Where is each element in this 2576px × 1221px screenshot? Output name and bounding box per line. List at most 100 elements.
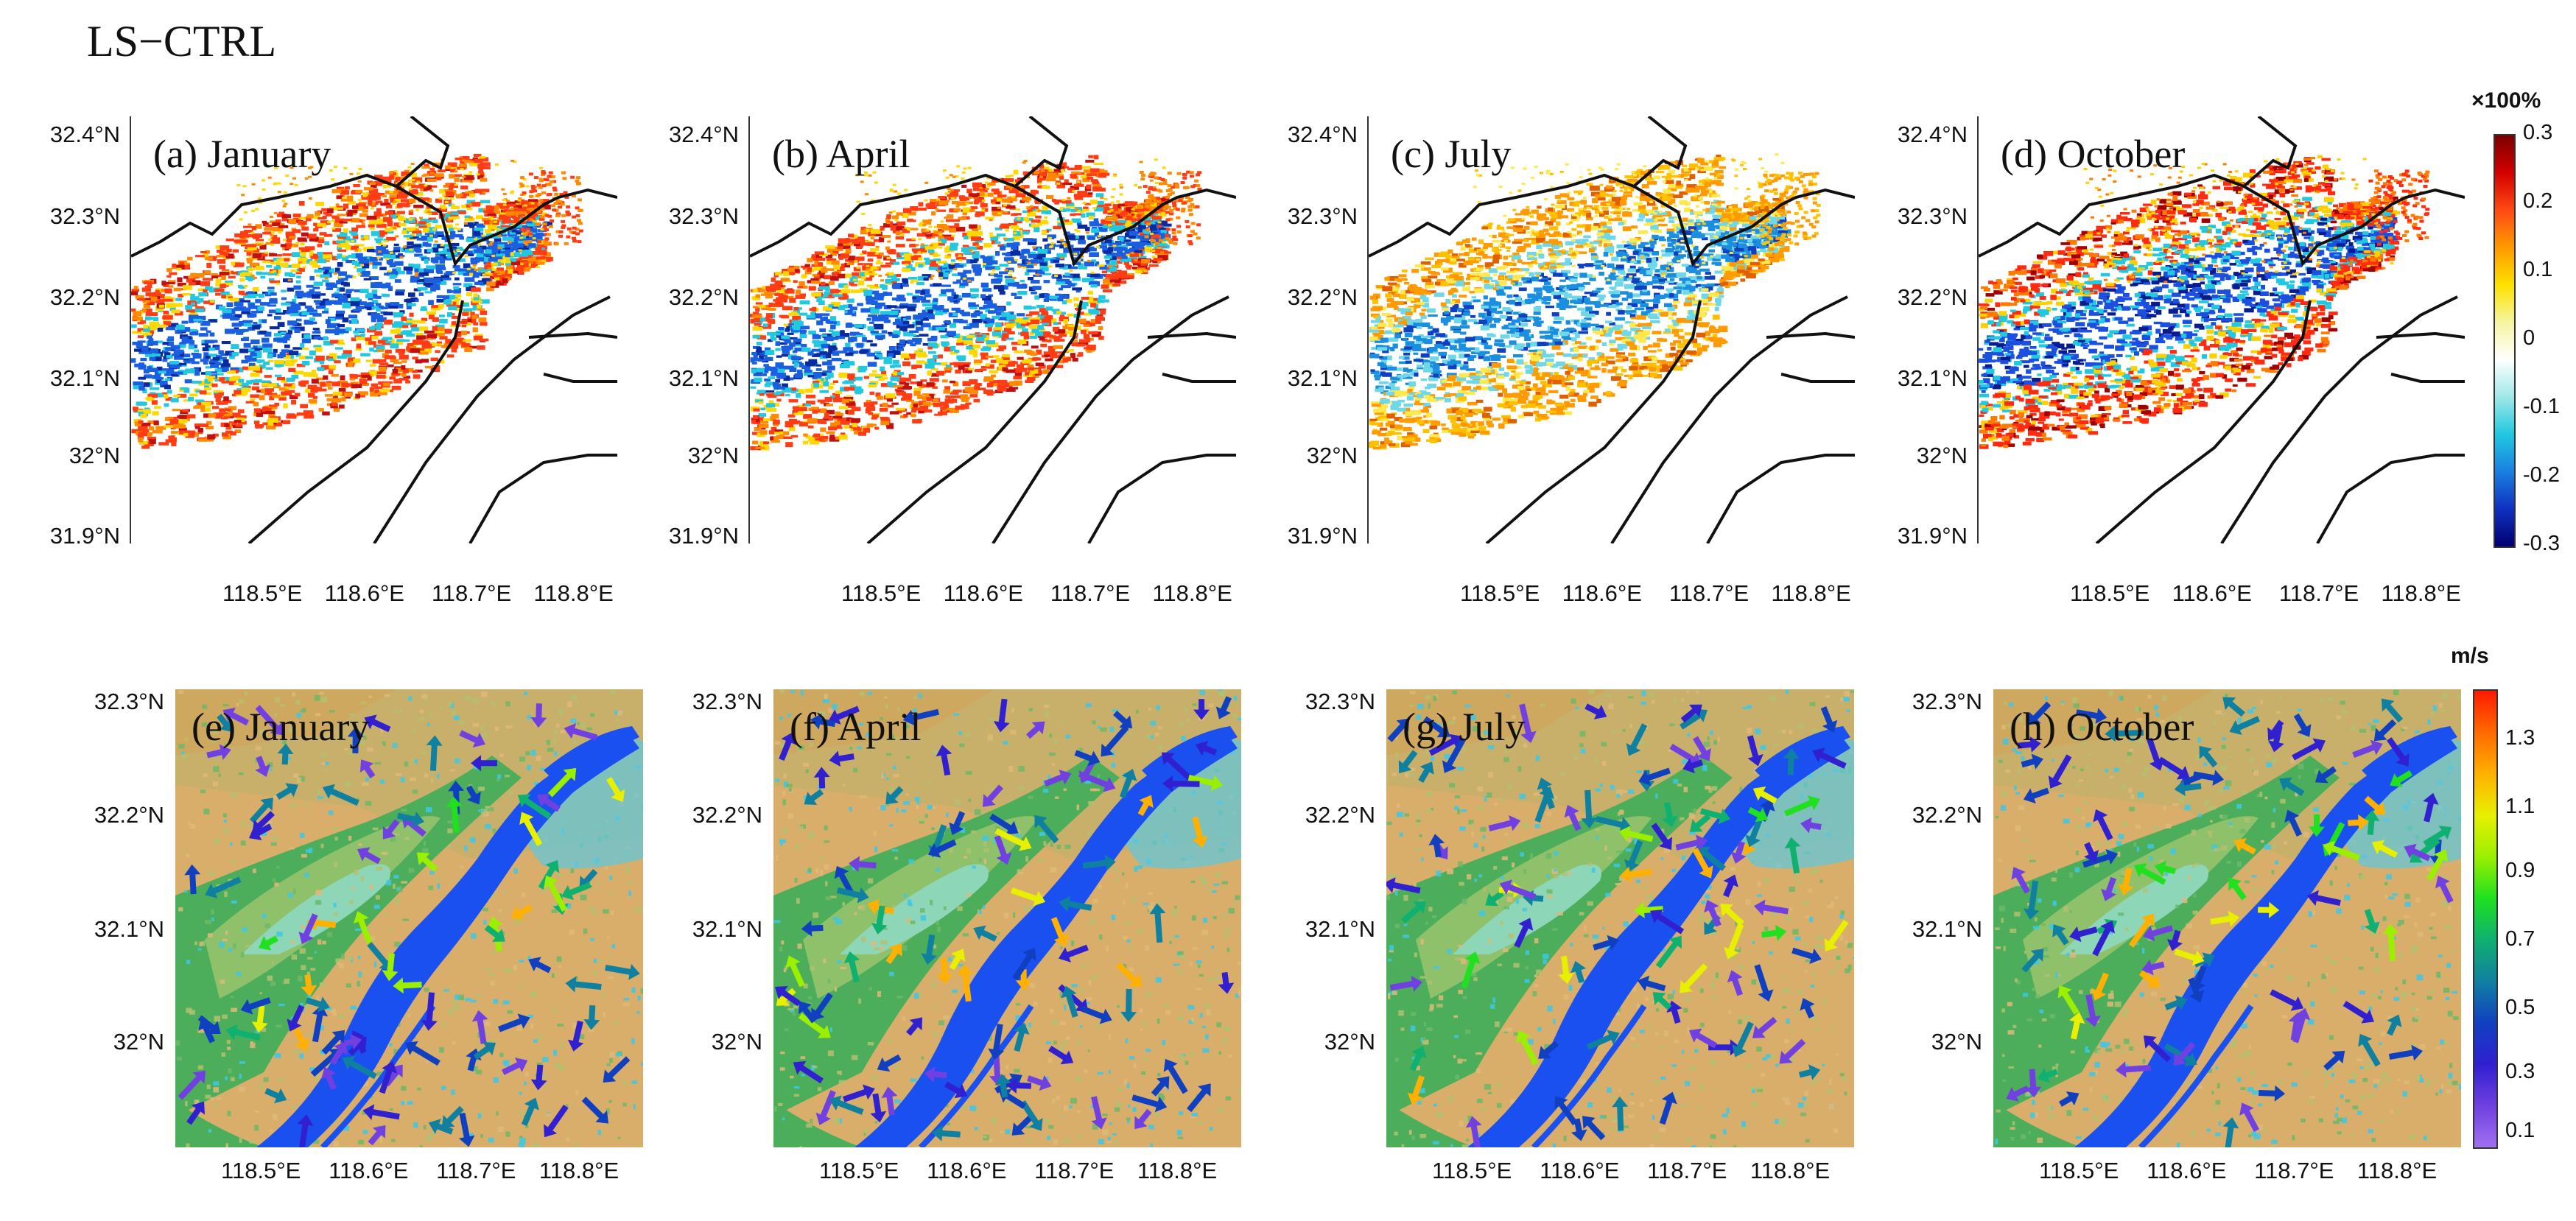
bottom-y-tick: 32.2°N [1912,802,1982,828]
bottom-map [1386,689,1854,1147]
bottom-y-tick: 32°N [1931,1029,1982,1055]
colorbar-tick-label: -0.2 [2523,463,2560,487]
colorbar-tick-label: 0.3 [2523,121,2553,144]
colorbar-tick-label: -0.1 [2523,395,2560,418]
colorbar-tick-label: 0.1 [2505,1119,2535,1143]
top-x-tick: 118.6°E [943,580,1023,606]
bottom-y-tick: 32.1°N [1912,916,1982,942]
colorbar-tick-label: 1.1 [2505,795,2535,819]
bottom-x-tick: 118.8°E [2356,1158,2438,1183]
bottom-x-tick: 118.7°E [436,1158,516,1183]
bottom-y-tick: 32.1°N [1305,916,1375,942]
bottom-x-tick: 118.5°E [819,1158,899,1183]
bottom-x-tick: 118.5°E [2039,1158,2119,1183]
top-x-tick: 118.8°E [533,580,614,606]
top-colorbar-bar [2493,134,2516,548]
top-y-tick: 32°N [69,443,120,468]
colorbar-tick-label: 1.3 [2505,726,2535,750]
top-y-tick: 32.1°N [49,365,120,391]
top-y-tick: 31.9°N [49,523,120,549]
bottom-y-tick: 32°N [113,1029,164,1055]
top-x-tick: 118.5°E [1460,580,1540,606]
colorbar-tick-label: 0.5 [2505,996,2535,1019]
bottom-x-tick: 118.8°E [538,1158,620,1183]
top-colorbar-title: ×100% [2471,88,2541,113]
bottom-y-tick: 32.3°N [94,689,164,714]
top-x-tick: 118.7°E [1050,580,1131,606]
bottom-y-tick: 32.3°N [692,689,762,714]
colorbar-tick-label: 0.7 [2505,927,2535,951]
bottom-x-tick: 118.8°E [1137,1158,1218,1183]
top-y-tick: 32.1°N [1897,365,1968,391]
top-map [131,116,617,543]
bottom-y-tick: 32.2°N [692,802,762,828]
top-y-tick: 32.2°N [1897,284,1968,310]
colorbar-tick-label: 0 [2523,326,2535,350]
top-x-tick: 118.7°E [1668,580,1749,606]
bottom-y-tick: 32.1°N [692,916,762,942]
bottom-colorbar-title: m/s [2451,644,2489,668]
bottom-y-tick: 32°N [711,1029,762,1055]
bottom-y-tick: 32.2°N [94,802,164,828]
top-x-tick: 118.8°E [1771,580,1851,606]
top-y-tick: 31.9°N [1287,523,1358,549]
top-map-canvas [750,116,1236,543]
top-y-tick: 32.3°N [1897,203,1968,229]
top-x-tick: 118.5°E [222,580,303,606]
colorbar-tick-label: 0.1 [2523,258,2553,281]
top-y-tick: 32.4°N [668,122,739,147]
top-map [1979,116,2465,543]
top-y-tick: 32.4°N [49,122,120,147]
top-y-axis-line [1977,116,1979,543]
top-y-tick: 32.1°N [1287,365,1358,391]
bottom-map-canvas [773,689,1241,1147]
top-map [750,116,1236,543]
top-y-tick: 32.3°N [1287,203,1358,229]
top-y-tick: 32.4°N [1897,122,1968,147]
top-x-tick: 118.5°E [841,580,922,606]
bottom-x-tick: 118.6°E [329,1158,409,1183]
top-y-tick: 32.1°N [668,365,739,391]
top-y-tick: 32°N [1916,443,1968,468]
bottom-map-canvas [175,689,643,1147]
top-map-canvas [131,116,617,543]
top-y-tick: 31.9°N [668,523,739,549]
colorbar-tick-label: 0.2 [2523,189,2553,213]
bottom-y-tick: 32.3°N [1305,689,1375,714]
top-panel-label: (d) October [2001,132,2186,176]
bottom-y-tick: 32°N [1324,1029,1375,1055]
top-y-tick: 32.3°N [668,203,739,229]
top-x-tick: 118.8°E [1152,580,1232,606]
top-x-tick: 118.6°E [1562,580,1642,606]
top-x-tick: 118.6°E [2172,580,2252,606]
bottom-map-canvas [1386,689,1854,1147]
colorbar-tick-label: 0.3 [2505,1059,2535,1083]
bottom-x-tick: 118.5°E [221,1158,301,1183]
bottom-panel-label: (e) January [192,705,370,749]
top-map [1369,116,1855,543]
top-y-tick: 31.9°N [1897,523,1968,549]
bottom-map [1993,689,2461,1147]
top-x-tick: 118.8°E [2381,580,2461,606]
top-map-canvas [1369,116,1855,543]
bottom-y-tick: 32.1°N [94,916,164,942]
top-y-axis-line [748,116,750,543]
top-x-tick: 118.7°E [2278,580,2359,606]
bottom-x-tick: 118.7°E [2254,1158,2334,1183]
bottom-x-tick: 118.5°E [1432,1158,1512,1183]
top-panel-label: (c) July [1391,132,1512,176]
top-y-tick: 32.3°N [49,203,120,229]
top-panel-label: (b) April [772,132,910,176]
colorbar-tick-label: -0.3 [2523,532,2560,555]
top-panel-label: (a) January [153,132,331,176]
bottom-x-tick: 118.7°E [1647,1158,1727,1183]
top-y-tick: 32.2°N [49,284,120,310]
bottom-x-tick: 118.8°E [1749,1158,1831,1183]
bottom-y-tick: 32.3°N [1912,689,1982,714]
figure-title: LS−CTRL [87,17,277,66]
bottom-panel-label: (h) October [2010,705,2194,749]
bottom-x-tick: 118.6°E [1540,1158,1620,1183]
bottom-map [773,689,1241,1147]
bottom-colorbar-bar [2473,689,2498,1149]
top-y-tick: 32°N [1306,443,1358,468]
